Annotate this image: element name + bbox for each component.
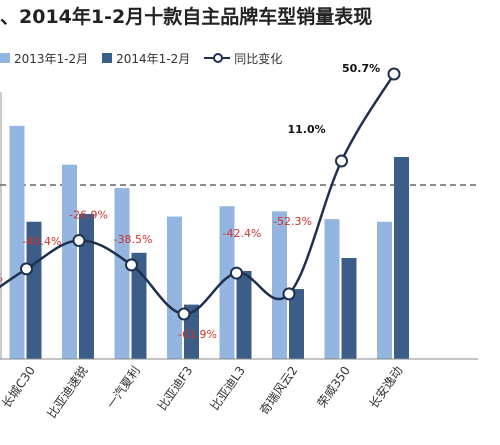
change-label-2: -26.9% — [69, 209, 108, 222]
bar-2014-1 — [26, 221, 42, 359]
bar-2013-7 — [324, 219, 340, 359]
change-marker-5 — [230, 266, 243, 280]
bar-2014-5 — [236, 270, 252, 359]
change-label-5: -42.4% — [223, 227, 262, 240]
change-label-1: -40.4% — [23, 235, 62, 248]
bar-2014-7 — [341, 257, 357, 359]
category-label-1: 长城C30 — [0, 364, 38, 411]
bar-2014-3 — [131, 252, 147, 359]
legend-line-marker — [204, 53, 231, 63]
category-label-7: 荣威350 — [315, 364, 353, 410]
change-marker-8 — [387, 67, 401, 81]
category-label-5: 比亚迪L3 — [208, 364, 248, 413]
bar-2013-1 — [9, 125, 25, 360]
bar-2013-5 — [219, 206, 235, 359]
change-marker-2 — [72, 234, 86, 248]
legend-item-2014: 2014年1-2月 — [102, 50, 190, 67]
change-label-0: -57.8% — [0, 271, 3, 284]
legend-swatch-2014 — [102, 53, 113, 63]
bar-2013-6 — [272, 211, 287, 359]
change-marker-4 — [177, 307, 191, 321]
bar-2014-6 — [289, 289, 304, 359]
legend-swatch-2013 — [0, 53, 10, 63]
legend-item-2013: 2013年1-2月 — [0, 50, 88, 67]
category-label-3: 一汽夏利 — [103, 363, 143, 411]
bar-2013-3 — [114, 188, 130, 359]
chart-title: 、2014年1-2月十款自主品牌车型销量表现 — [0, 6, 373, 28]
bar-2013-4 — [167, 216, 182, 359]
bar-2014-2 — [79, 213, 94, 359]
bar-2014-8 — [394, 156, 409, 359]
change-label-4: -61.9% — [178, 328, 217, 341]
change-label-7: 11.0% — [288, 123, 326, 136]
legend-label-2013: 2013年1-2月 — [14, 51, 89, 66]
change-marker-1 — [20, 262, 33, 276]
change-marker-7 — [335, 154, 348, 168]
category-label-6: 奇瑞风云2 — [257, 364, 300, 418]
change-label-8: 50.7% — [342, 62, 380, 75]
legend-item-change: 同比变化 — [204, 50, 282, 67]
category-label-2: 比亚迪速锐 — [45, 364, 91, 421]
category-label-8: 长安逸动 — [366, 363, 406, 411]
legend-label-change: 同比变化 — [234, 51, 283, 66]
change-marker-3 — [125, 258, 138, 272]
bar-2013-2 — [62, 164, 77, 359]
category-label-4: 比亚迪F3 — [155, 364, 195, 413]
change-marker-6 — [282, 287, 296, 301]
bar-2013-8 — [377, 221, 392, 359]
change-label-6: -52.3% — [273, 215, 312, 228]
legend-label-2014: 2014年1-2月 — [116, 51, 191, 66]
legend: 2013年1-2月 2014年1-2月 同比变化 — [0, 48, 296, 68]
change-label-3: -38.5% — [114, 233, 153, 246]
